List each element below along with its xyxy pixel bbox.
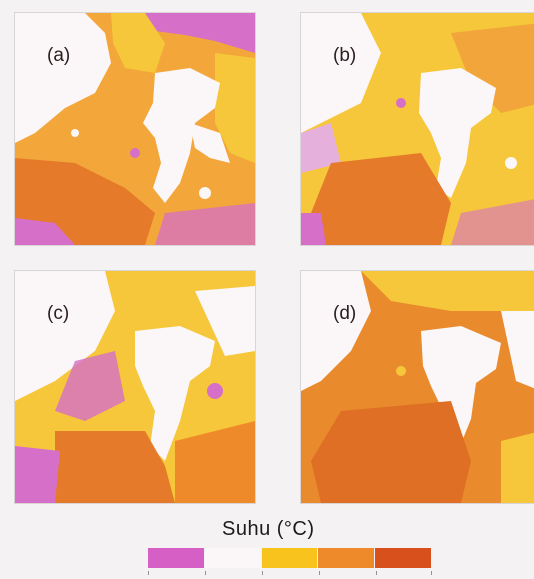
panel-label-a: (a) xyxy=(47,45,71,66)
legend-swatch-1 xyxy=(148,548,204,568)
legend-tick xyxy=(319,571,320,575)
legend-tick xyxy=(376,571,377,575)
map-panel-b: (b) xyxy=(300,12,534,246)
color-legend-bar xyxy=(148,548,432,568)
legend-swatch-5 xyxy=(375,548,431,568)
panel-label-d: (d) xyxy=(333,303,357,324)
legend-swatch-4 xyxy=(318,548,375,568)
legend-tick xyxy=(431,571,432,575)
panel-label-b: (b) xyxy=(333,45,357,66)
map-panel-a: (a) xyxy=(14,12,256,246)
legend-tick xyxy=(205,571,206,575)
legend-tick xyxy=(262,571,263,575)
map-panel-d: (d) xyxy=(300,270,534,504)
legend-title: Suhu (°C) xyxy=(222,518,315,540)
legend-tick xyxy=(148,571,149,575)
temperature-map-b xyxy=(301,13,534,245)
legend-swatch-2 xyxy=(204,548,261,568)
panel-label-c: (c) xyxy=(47,303,70,324)
temperature-map-d xyxy=(301,271,534,503)
legend-swatch-3 xyxy=(261,548,318,568)
temperature-map-c xyxy=(15,271,255,503)
map-panel-c: (c) xyxy=(14,270,256,504)
temperature-map-a xyxy=(15,13,255,245)
